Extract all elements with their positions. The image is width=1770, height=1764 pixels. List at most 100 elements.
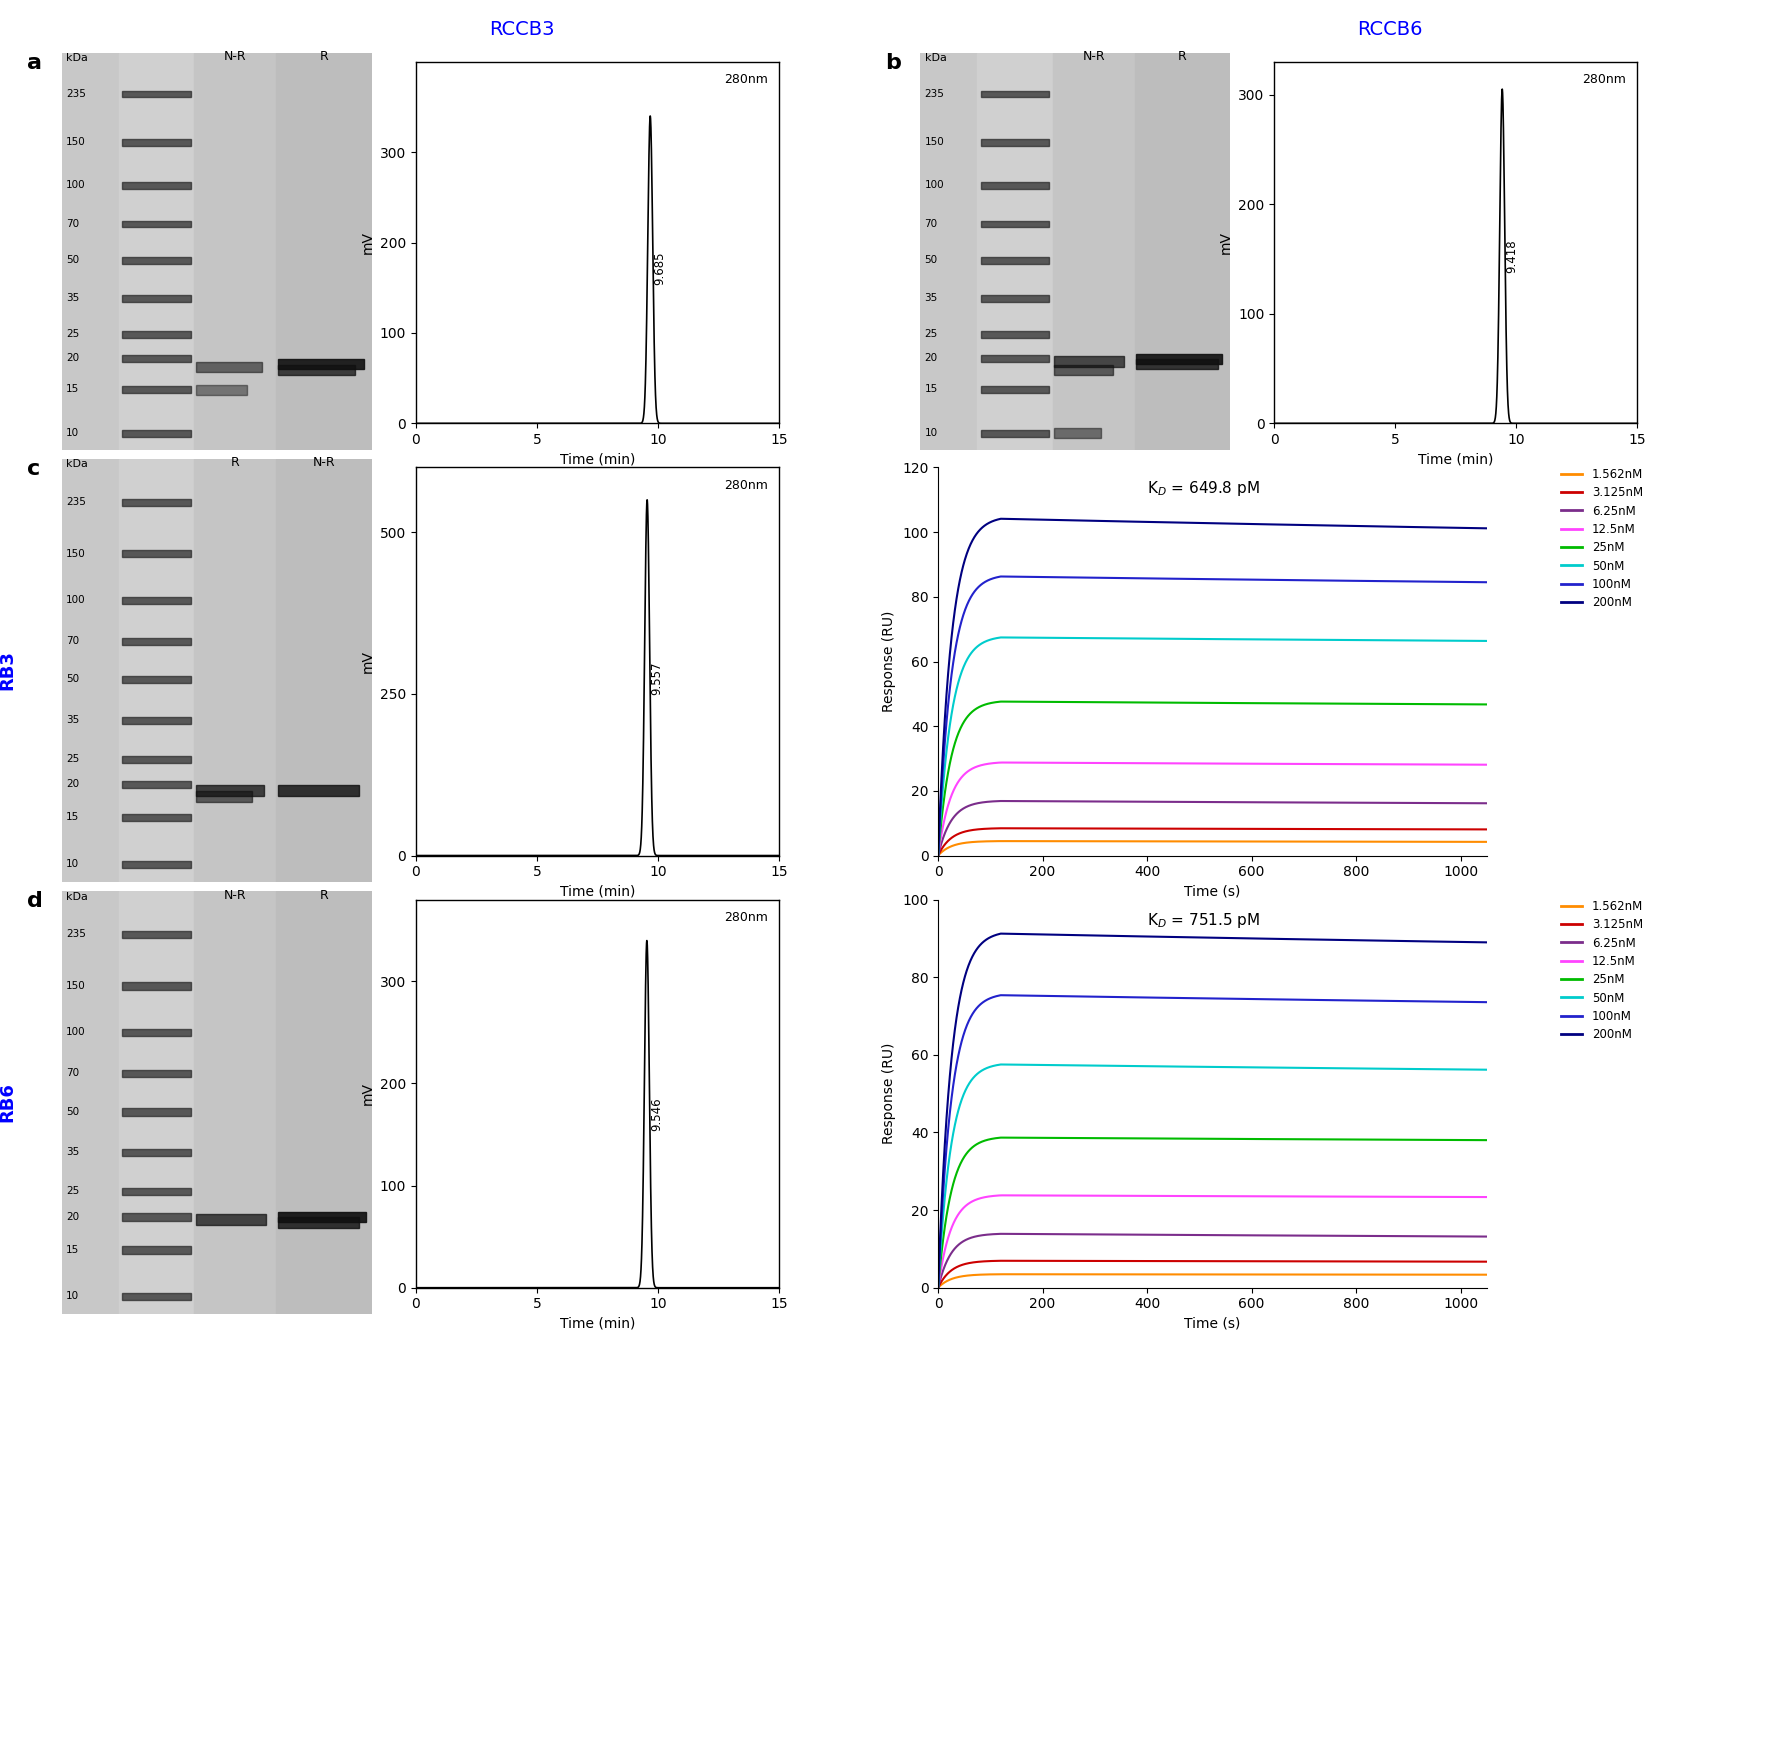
Text: 235: 235 [65, 497, 87, 506]
Text: 15: 15 [65, 385, 80, 395]
Bar [196, 362, 262, 372]
Text: 280nm: 280nm [724, 480, 768, 492]
Text: a: a [27, 53, 41, 72]
Text: 10: 10 [65, 1291, 80, 1302]
Bar [122, 596, 191, 603]
Bar [122, 1108, 191, 1115]
Text: 150: 150 [924, 138, 945, 146]
Bar [196, 385, 246, 395]
Text: R: R [1179, 49, 1188, 64]
Text: kDa: kDa [65, 891, 88, 901]
Bar [1135, 53, 1230, 450]
Text: 9.546: 9.546 [650, 1097, 662, 1131]
Text: c: c [27, 459, 39, 478]
Text: 100: 100 [924, 180, 943, 191]
Text: RCCB3: RCCB3 [489, 19, 556, 39]
Bar [196, 792, 251, 803]
Text: 9.685: 9.685 [653, 252, 666, 286]
Text: 35: 35 [924, 293, 938, 303]
Text: b: b [885, 53, 901, 72]
Bar [981, 90, 1050, 97]
Text: 50: 50 [65, 674, 80, 684]
Text: 20: 20 [65, 353, 80, 363]
Text: kDa: kDa [65, 53, 88, 64]
Bar [122, 386, 191, 393]
Y-axis label: mV: mV [361, 1081, 373, 1106]
Text: kDa: kDa [65, 459, 88, 469]
Bar [119, 459, 195, 882]
Bar [122, 1069, 191, 1078]
Bar [122, 637, 191, 646]
Bar [278, 1212, 366, 1222]
X-axis label: Time (min): Time (min) [559, 886, 635, 900]
Bar [195, 53, 276, 450]
Text: 15: 15 [924, 385, 938, 395]
Bar [122, 983, 191, 990]
Bar [981, 139, 1050, 146]
Bar [276, 459, 372, 882]
Bar [122, 430, 191, 437]
Text: 20: 20 [65, 1212, 80, 1222]
Text: 100: 100 [65, 594, 85, 605]
Bar [122, 781, 191, 789]
Text: 150: 150 [65, 549, 87, 559]
X-axis label: Time (min): Time (min) [559, 453, 635, 467]
Text: 70: 70 [924, 219, 938, 229]
Text: K$_D$ = 649.8 pM: K$_D$ = 649.8 pM [1147, 480, 1258, 497]
Bar [278, 360, 365, 369]
Bar [122, 716, 191, 725]
Text: 280nm: 280nm [1582, 72, 1627, 86]
X-axis label: Time (s): Time (s) [1184, 1318, 1241, 1332]
Text: 35: 35 [65, 1148, 80, 1157]
Bar [122, 332, 191, 339]
Bar [981, 295, 1050, 302]
Bar [119, 891, 195, 1314]
Bar [1136, 353, 1223, 363]
Bar [981, 332, 1050, 339]
Text: N-R: N-R [1083, 49, 1104, 64]
Text: R: R [320, 49, 329, 64]
Text: 35: 35 [65, 716, 80, 725]
Bar [122, 815, 191, 822]
Bar [1053, 53, 1135, 450]
Y-axis label: Response (RU): Response (RU) [883, 610, 896, 713]
Bar [122, 550, 191, 557]
Bar [122, 220, 191, 228]
Bar [122, 1293, 191, 1300]
Bar [122, 1148, 191, 1157]
Text: 150: 150 [65, 138, 87, 146]
Bar [981, 258, 1050, 263]
Text: 235: 235 [924, 88, 945, 99]
Bar [278, 365, 354, 376]
Text: 35: 35 [65, 293, 80, 303]
Text: 15: 15 [65, 1245, 80, 1254]
Bar [122, 676, 191, 683]
X-axis label: Time (s): Time (s) [1184, 886, 1241, 900]
Bar [195, 891, 276, 1314]
Text: 25: 25 [65, 330, 80, 339]
Text: K$_D$ = 751.5 pM: K$_D$ = 751.5 pM [1147, 912, 1260, 930]
Bar [981, 182, 1050, 189]
Text: 9.418: 9.418 [1504, 240, 1519, 273]
Bar [122, 90, 191, 97]
Text: 10: 10 [924, 429, 938, 437]
Bar [195, 459, 276, 882]
Bar [122, 1187, 191, 1194]
Text: R: R [320, 889, 329, 901]
Bar [278, 1217, 359, 1228]
Text: 50: 50 [65, 1106, 80, 1117]
Text: 15: 15 [65, 813, 80, 822]
Text: 100: 100 [65, 1027, 85, 1037]
Bar [981, 386, 1050, 393]
Y-axis label: Response (RU): Response (RU) [883, 1043, 896, 1145]
Bar [981, 220, 1050, 228]
Bar [276, 891, 372, 1314]
Text: 235: 235 [65, 88, 87, 99]
Text: 9.557: 9.557 [650, 662, 664, 695]
Text: 150: 150 [65, 981, 87, 991]
Text: 20: 20 [924, 353, 938, 363]
Bar [981, 355, 1050, 362]
X-axis label: Time (min): Time (min) [559, 1318, 635, 1332]
Bar [1055, 429, 1101, 437]
Text: N-R: N-R [225, 889, 246, 901]
